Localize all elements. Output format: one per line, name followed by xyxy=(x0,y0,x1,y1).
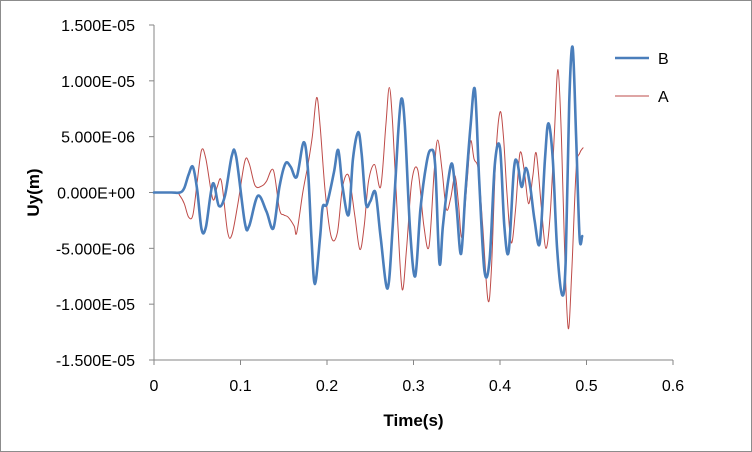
x-tick-label: 0.6 xyxy=(662,378,684,395)
x-tick-label: 0.2 xyxy=(316,378,338,395)
legend: BA xyxy=(615,51,669,106)
x-tick-label: 0.5 xyxy=(575,378,597,395)
labels-layer: 1.500E-05 1.000E-05 5.000E-06 0.000E+00 -5.0… xyxy=(24,18,684,430)
legend-label-a: A xyxy=(658,89,669,106)
x-tick-label: 0.1 xyxy=(229,378,251,395)
series-line-a xyxy=(153,69,584,330)
legend-label-b: B xyxy=(658,51,669,68)
y-tick-label: 1.000E-05 xyxy=(61,74,135,91)
y-tick-label: 1.500E-05 xyxy=(61,18,135,35)
y-axis-title: Uy(m) xyxy=(24,168,43,216)
x-tick-label: 0.4 xyxy=(489,378,511,395)
x-tick-label: 0.3 xyxy=(402,378,424,395)
x-tick-label: 0 xyxy=(150,378,159,395)
y-tick-label: -1.000E-05 xyxy=(56,297,135,314)
y-tick-label: 5.000E-06 xyxy=(61,130,135,147)
y-tick-label: 0.000E+00 xyxy=(57,186,135,203)
x-axis-title: Time(s) xyxy=(383,411,443,430)
series-layer xyxy=(152,45,584,330)
y-tick-label: -1.500E-05 xyxy=(56,353,135,370)
axes-layer xyxy=(149,24,674,365)
y-tick-label: -5.000E-06 xyxy=(56,241,135,258)
series-line-b xyxy=(152,45,584,297)
